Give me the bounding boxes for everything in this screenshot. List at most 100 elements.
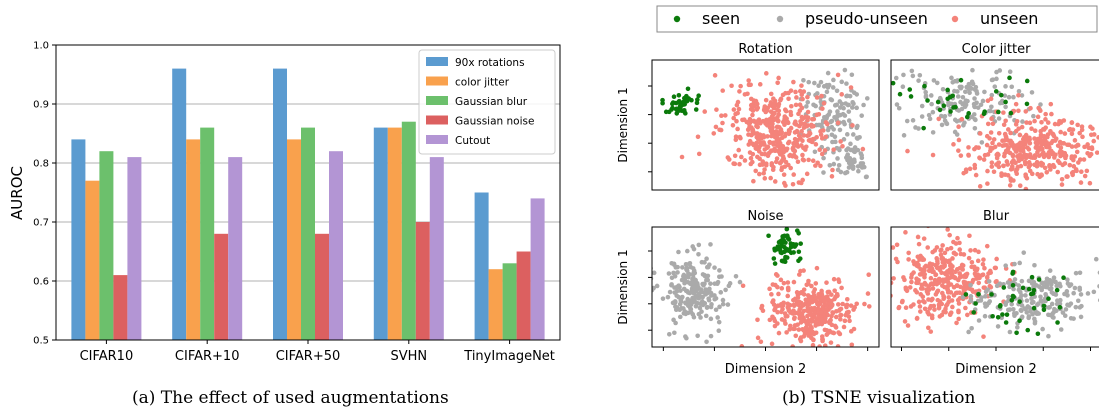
scatter-point	[775, 273, 780, 278]
scatter-point	[847, 318, 852, 324]
scatter-point	[1094, 150, 1099, 155]
scatter-point	[801, 308, 807, 314]
scatter-point	[806, 301, 812, 307]
scatter-point	[963, 98, 969, 103]
scatter-point	[823, 134, 829, 140]
scatter-point	[779, 165, 785, 170]
scatter-point	[693, 303, 699, 309]
scatter-point	[842, 113, 848, 118]
scatter-point	[800, 96, 805, 102]
scatter-point	[942, 250, 948, 256]
scatter-point	[1058, 129, 1063, 135]
scatter-point	[794, 95, 799, 100]
bar	[488, 269, 503, 340]
scatter-point	[812, 314, 818, 320]
scatter-point	[693, 107, 699, 112]
scatter-point	[1074, 149, 1080, 155]
scatter-point	[851, 101, 856, 107]
scatter-point	[982, 265, 987, 271]
bar	[387, 127, 402, 340]
scatter-point	[1065, 142, 1070, 148]
scatter-point	[824, 280, 829, 285]
scatter-point	[798, 338, 804, 344]
scatter-point	[952, 52, 957, 57]
scatter-point	[973, 172, 979, 178]
scatter-point	[1030, 291, 1036, 296]
scatter-point	[791, 152, 797, 158]
scatter-point	[866, 272, 872, 277]
scatter-point	[849, 342, 855, 347]
scatter-point	[909, 279, 914, 285]
scatter-point	[1024, 101, 1030, 107]
scatter-point	[911, 259, 916, 264]
scatter-point	[775, 124, 781, 130]
scatter-point	[891, 280, 894, 286]
scatter-point	[1031, 279, 1037, 285]
scatter-point	[950, 264, 955, 269]
scatter-point	[1039, 119, 1044, 125]
scatter-point	[1003, 84, 1008, 89]
scatter-point	[1077, 305, 1083, 310]
scatter-point	[914, 289, 920, 295]
scatter-point	[1057, 118, 1062, 124]
y-tick-label: 0.6	[33, 277, 49, 288]
scatter-point	[685, 296, 690, 302]
scatter-point	[768, 91, 774, 97]
scatter-point	[830, 330, 835, 335]
scatter-point	[838, 313, 843, 318]
scatter-point	[1019, 278, 1025, 284]
scatter-point	[1031, 113, 1036, 119]
scatter-point	[726, 157, 732, 162]
scatter-point	[672, 273, 678, 279]
scatter-point	[981, 257, 986, 262]
scatter-point	[806, 157, 811, 163]
scatter-point	[725, 302, 731, 307]
scatter-point	[708, 290, 714, 296]
scatter-point	[1026, 314, 1032, 319]
scatter-point	[845, 146, 851, 151]
scatter-point	[827, 162, 833, 168]
scatter-point	[1027, 168, 1033, 174]
scatter-point	[950, 304, 955, 310]
scatter-point	[1011, 306, 1016, 312]
scatter-point	[822, 319, 827, 325]
scatter-point	[660, 296, 666, 301]
scatter-point	[1039, 173, 1044, 178]
scatter-point	[804, 282, 810, 288]
y-tick-label: 0.8	[33, 159, 49, 170]
scatter-point	[916, 126, 921, 131]
scatter-point	[1023, 161, 1028, 167]
scatter-point	[1072, 285, 1078, 291]
scatter-point	[833, 325, 839, 330]
bar	[474, 192, 489, 340]
scatter-point	[800, 177, 805, 183]
scatter-point	[914, 315, 920, 321]
scatter-point	[762, 176, 768, 181]
scatter-point	[923, 282, 929, 287]
scatter-point	[806, 132, 812, 138]
scatter-point	[992, 144, 998, 150]
scatter-point	[993, 89, 999, 94]
scatter-point	[772, 179, 778, 184]
scatter-point	[788, 165, 793, 171]
scatter-point	[986, 279, 992, 284]
scatter-point	[982, 313, 988, 319]
scatter-point	[937, 107, 943, 113]
scatter-point	[850, 123, 855, 128]
scatter-point	[836, 279, 842, 285]
scatter-point	[816, 122, 822, 128]
scatter-point	[852, 149, 858, 155]
scatter-point	[940, 243, 945, 248]
scatter-point	[684, 265, 690, 271]
bar	[214, 233, 229, 340]
scatter-point	[848, 329, 854, 334]
panel-frame	[890, 59, 1099, 191]
scatter-point	[1078, 314, 1084, 320]
scatter-point	[720, 88, 726, 93]
scatter-point	[822, 298, 828, 304]
scatter-point	[820, 106, 825, 111]
legend-swatch	[426, 76, 448, 86]
scatter-point	[796, 272, 802, 277]
scatter-point	[834, 88, 840, 94]
scatter-point	[719, 274, 724, 279]
